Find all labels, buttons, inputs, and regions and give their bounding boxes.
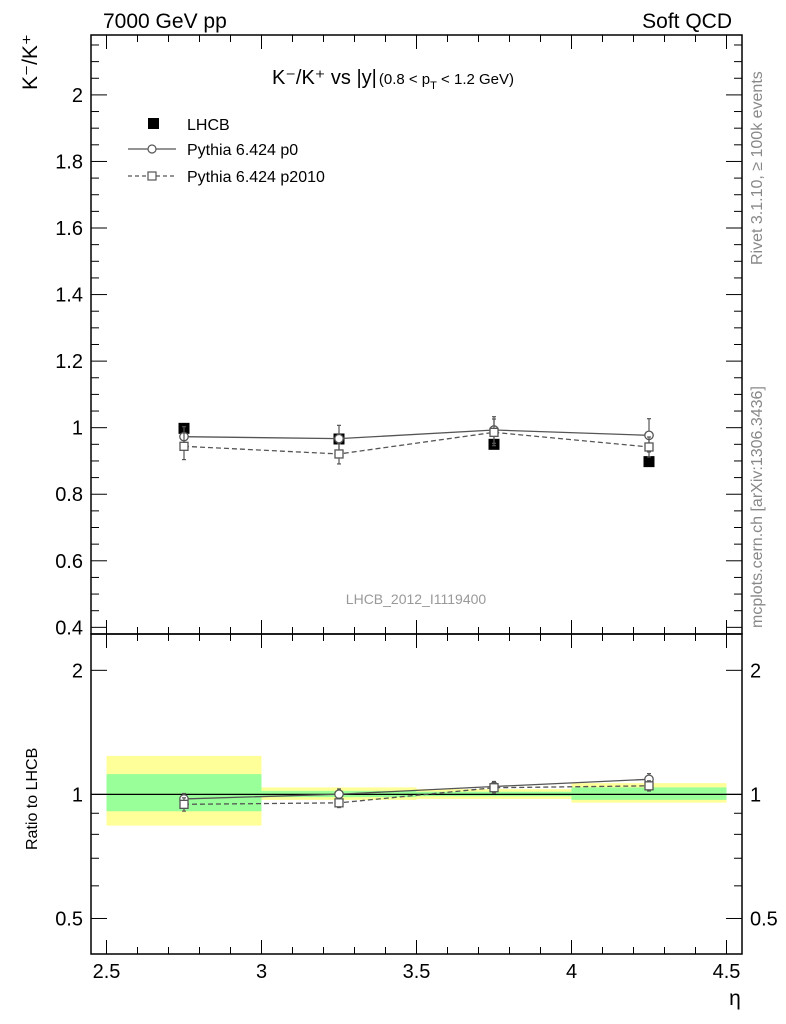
legend-p0-label: Pythia 6.424 p0	[187, 142, 298, 159]
header-right: Soft QCD	[642, 10, 732, 33]
legend-lhcb-marker	[148, 118, 159, 129]
xtick-label: 4.5	[713, 961, 741, 983]
ratio-ytick-label-right: 0.5	[750, 908, 778, 930]
legend-lhcb-label: LHCB	[187, 117, 230, 134]
main-ytick-label: 0.6	[55, 551, 83, 573]
xtick-label: 4	[566, 961, 577, 983]
ratio-ytick-label-left: 2	[72, 660, 83, 682]
ratio-ytick-label-right: 2	[750, 660, 761, 682]
main-ytick-label: 1.6	[55, 218, 83, 240]
ratio-plot-frame	[90, 633, 743, 955]
ratio-axis-ticks: 0.5 0.5 1 1 2 2 2.5 3 3.5 4 4.5	[55, 634, 778, 983]
main-ytick-label: 1.2	[55, 351, 83, 373]
main-p2010-point	[489, 427, 499, 437]
main-ytick-label: 1	[72, 418, 83, 440]
rivet-label: Rivet 3.1.10, ≥ 100k events	[749, 71, 766, 265]
header-left: 7000 GeV pp	[103, 10, 227, 33]
main-p2010-point	[334, 449, 344, 459]
legend-p2010-marker	[147, 171, 157, 181]
main-plot-title: K⁻/K⁺ vs |y| (0.8 < pT < 1.2 GeV)	[272, 67, 514, 92]
legend-p2010-label: Pythia 6.424 p2010	[187, 169, 325, 186]
ratio-p2010-point	[179, 799, 189, 809]
ratio-p2010-point	[644, 781, 654, 791]
legend-p0-marker	[147, 144, 157, 154]
ratio-series-line-1	[183, 785, 650, 805]
green-band-3	[571, 787, 727, 800]
x-axis-label: η	[729, 987, 741, 1010]
main-lhcb-point	[643, 456, 655, 468]
main-ytick-label: 1.4	[55, 285, 83, 307]
main-y-axis-label: K⁻/K⁺	[19, 34, 42, 90]
main-ytick-label: 1.8	[55, 151, 83, 173]
xtick-label: 2.5	[93, 961, 121, 983]
main-series-layer	[178, 416, 655, 468]
main-series-line-2	[183, 431, 650, 455]
main-axis-ticks: 0.4 0.6 0.8 1 1.2 1.4 1.6 1.8 2	[55, 35, 742, 639]
ratio-p2010-point	[334, 798, 344, 808]
main-ytick-label: 2	[72, 85, 83, 107]
ratio-uncertainty-bands	[91, 755, 742, 826]
ratio-ytick-label-left: 1	[72, 784, 83, 806]
ratio-ytick-label-left: 0.5	[55, 908, 83, 930]
main-ytick-label: 0.4	[55, 617, 83, 639]
ratio-ytick-label-right: 1	[750, 784, 761, 806]
xtick-label: 3.5	[403, 961, 431, 983]
ratio-series-layer	[179, 773, 654, 812]
main-p0-point	[334, 433, 344, 444]
mcplots-label: mcplots.cern.ch [arXiv:1306.3436]	[749, 386, 766, 628]
analysis-watermark: LHCB_2012_I1119400	[346, 591, 487, 607]
legend: LHCB Pythia 6.424 p0 Pythia 6.424 p2010	[128, 117, 325, 186]
ratio-y-axis-label: Ratio to LHCB	[24, 748, 41, 850]
main-series-line-1	[183, 429, 650, 440]
main-ytick-label: 0.8	[55, 484, 83, 506]
main-p2010-point	[179, 441, 189, 451]
main-p2010-point	[644, 442, 654, 452]
ratio-p0-point	[334, 789, 344, 800]
ratio-p2010-point	[489, 783, 499, 793]
ratio-series-line-0	[183, 778, 650, 800]
xtick-label: 3	[256, 961, 267, 983]
